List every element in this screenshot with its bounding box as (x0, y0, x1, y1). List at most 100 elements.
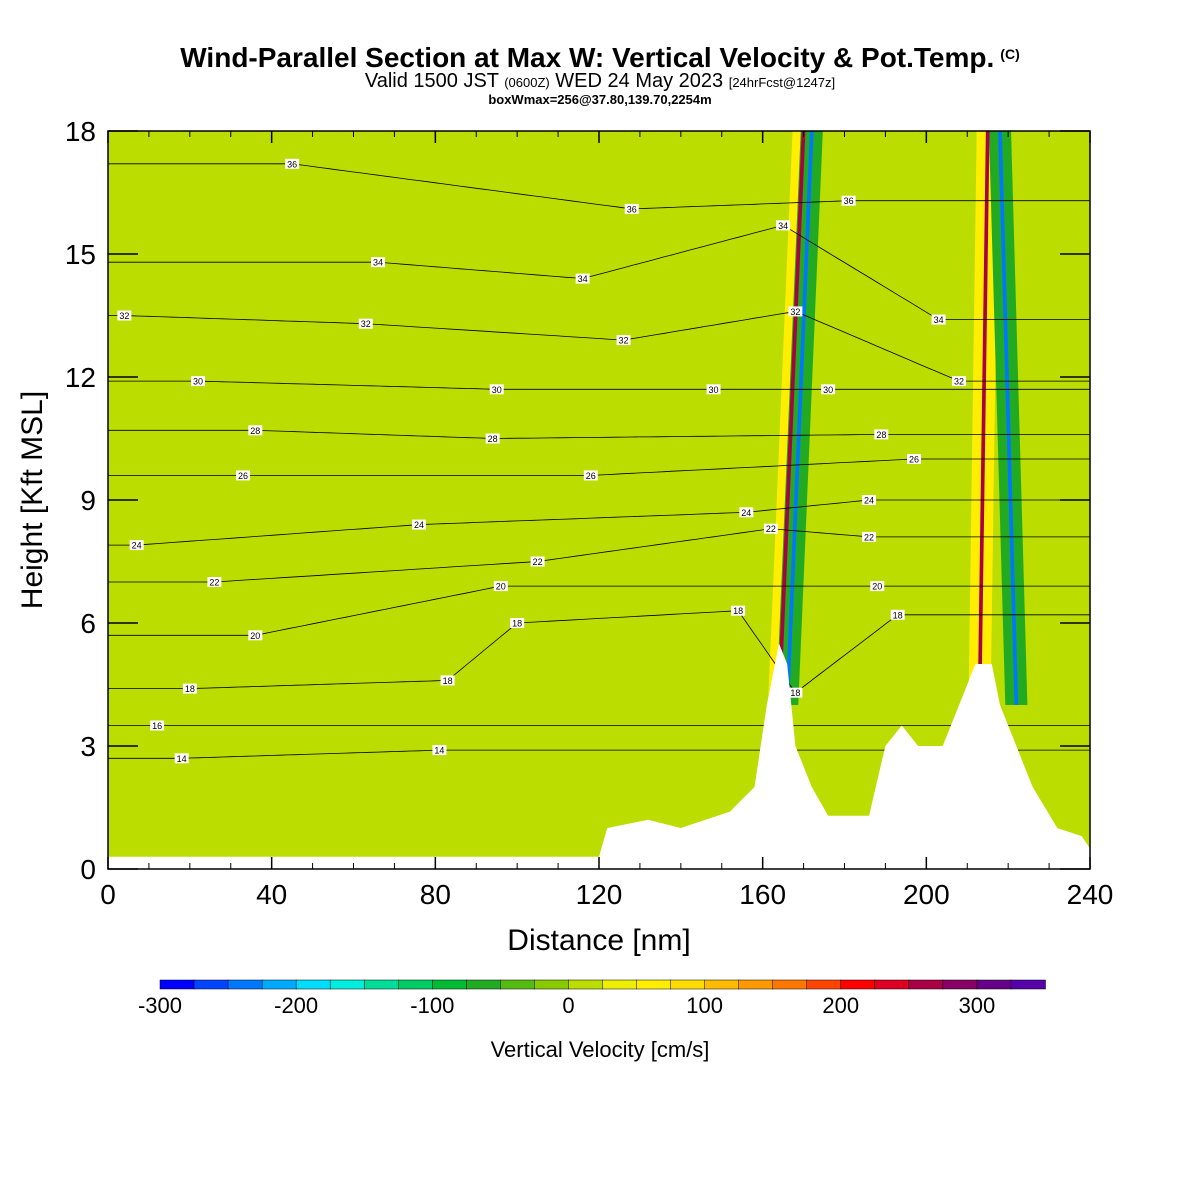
theta-label-bg (248, 630, 263, 641)
theta-label-bg (616, 335, 631, 346)
chart-title: Wind-Parallel Section at Max W: Vertical… (0, 42, 1200, 74)
theta-label-bg (821, 384, 836, 395)
theta-label: 32 (619, 336, 629, 346)
theta-label-bg (952, 376, 967, 387)
theta-label: 18 (512, 619, 522, 629)
theta-label-bg (870, 581, 885, 592)
colorbar-swatch (1010, 979, 1046, 990)
theta-label: 18 (733, 606, 743, 616)
theta-label-bg (129, 540, 144, 551)
colorbar-tick-label: 200 (822, 993, 859, 1018)
theta-label-bg (776, 220, 791, 231)
x-tick-label: 200 (903, 879, 950, 910)
theta-label: 18 (443, 676, 453, 686)
colorbar-swatch (295, 979, 331, 990)
colorbar-swatch (908, 979, 944, 990)
theta-label-bg (236, 470, 251, 481)
x-tick-label: 240 (1067, 879, 1114, 910)
colorbar-swatch (227, 979, 263, 990)
y-tick-label: 3 (80, 731, 96, 762)
theta-label-bg (440, 675, 455, 686)
y-tick-label: 9 (80, 485, 96, 516)
theta-label: 32 (790, 307, 800, 317)
theta-label-bg (530, 556, 545, 567)
theta-label: 28 (488, 434, 498, 444)
colorbar-swatch (942, 979, 978, 990)
colorbar-swatch (466, 979, 502, 990)
colorbar-swatch (840, 979, 876, 990)
theta-label: 32 (954, 377, 964, 387)
theta-label: 18 (790, 688, 800, 698)
colorbar-swatch (806, 979, 842, 990)
theta-label: 36 (844, 196, 854, 206)
colorbar-swatch (602, 979, 638, 990)
colorbar-swatch (772, 979, 808, 990)
y-tick-label: 12 (65, 362, 96, 393)
theta-contour-30 (108, 380, 1090, 390)
colorbar-swatch (363, 979, 400, 990)
downdraft-core (785, 131, 814, 705)
theta-label-bg (432, 745, 447, 756)
colorbar-swatch (534, 979, 570, 990)
theta-label-bg (575, 273, 590, 284)
theta-label: 22 (864, 532, 874, 542)
colorbar-tick-label: -100 (410, 993, 454, 1018)
theta-contour-32 (108, 310, 1090, 382)
theta-label-bg (788, 306, 803, 317)
colorbar-tick-label: 300 (959, 993, 996, 1018)
theta-label-bg (207, 577, 222, 587)
colorbar-swatch (704, 979, 740, 990)
colorbar: -300 -200 -100 0 100 200 300 Vertical Velocity … (138, 979, 1046, 1062)
theta-label-bg (117, 310, 132, 321)
theta-contour-18 (108, 610, 1090, 694)
theta-label: 22 (209, 578, 219, 588)
box-info: boxWmax=256@37.80,139.70,2254m (488, 92, 712, 107)
theta-label: 16 (152, 721, 162, 731)
theta-contours (108, 163, 1090, 759)
theta-label: 14 (434, 746, 444, 756)
theta-label-bg (150, 720, 165, 731)
colorbar-tick-label: 100 (686, 993, 723, 1018)
theta-label-bg (841, 195, 856, 206)
theta-label-bg (371, 257, 386, 268)
valid-zulu: (0600Z) (504, 75, 550, 90)
x-tick-label: 80 (420, 879, 451, 910)
colorbar-swatch (500, 979, 536, 990)
theta-contour-22 (108, 528, 1090, 583)
theta-label-bg (788, 687, 803, 698)
theta-label-bg (706, 384, 721, 395)
theta-label: 34 (934, 315, 944, 325)
x-tick-label: 0 (100, 879, 116, 910)
theta-label: 32 (119, 311, 129, 321)
y-tick-label: 6 (80, 608, 96, 639)
theta-label: 20 (496, 582, 506, 592)
theta-label: 24 (132, 541, 142, 551)
theta-label-bg (731, 605, 746, 616)
y-tick-label: 15 (65, 239, 96, 270)
theta-contour-36 (108, 163, 1090, 210)
theta-label: 20 (250, 631, 260, 641)
colorbar-swatch (261, 979, 297, 990)
theta-contour-28 (108, 429, 1090, 439)
x-axis-label: Distance [nm] (507, 924, 690, 957)
theta-label-bg (907, 454, 922, 464)
valid-prefix: Valid 1500 JST (364, 70, 499, 92)
theta-label-bg (510, 618, 525, 628)
theta-label: 24 (414, 520, 424, 530)
colorbar-swatch (636, 979, 672, 990)
y-tick-label: 0 (80, 854, 96, 885)
theta-label: 14 (177, 754, 187, 764)
theta-label: 24 (864, 496, 874, 506)
theta-contour-24 (108, 499, 1090, 546)
theta-contour-20 (108, 585, 1090, 636)
forecast-info: [24hrFcst@1247z] (728, 75, 836, 90)
theta-label: 20 (872, 582, 882, 592)
updraft-core (977, 131, 990, 705)
theta-label-bg (485, 433, 500, 444)
theta-label: 34 (373, 258, 383, 268)
theta-label-bg (182, 683, 197, 694)
theta-label-bg (285, 158, 300, 169)
updraft-core (777, 131, 806, 705)
theta-label: 18 (893, 610, 903, 620)
